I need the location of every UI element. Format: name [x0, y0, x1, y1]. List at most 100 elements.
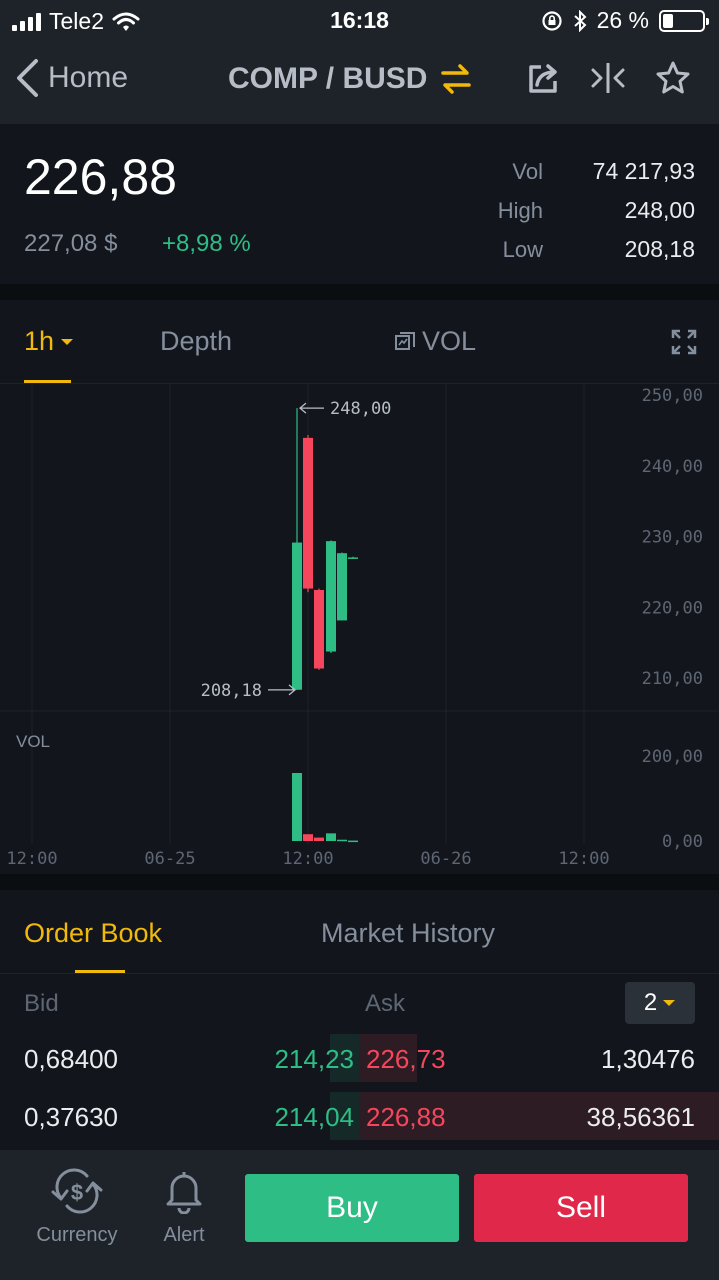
y-tick-label: 250,00: [642, 386, 703, 406]
x-tick-label: 06-25: [144, 849, 195, 869]
volume-bar: [337, 839, 347, 842]
volume-bar: [314, 837, 324, 841]
candlestick-chart[interactable]: 250,00 240,00 230,00 220,00 210,00 200,00 0,00…: [0, 384, 719, 874]
buy-button[interactable]: Buy: [245, 1174, 459, 1242]
ask-depth-bar: [359, 1092, 719, 1140]
tab-active-indicator: [24, 380, 71, 383]
caret-down-icon: [61, 338, 74, 345]
status-right: 26 %: [541, 7, 709, 34]
tab-market-history[interactable]: Market History: [321, 918, 496, 948]
tab-vol[interactable]: VOL: [394, 326, 476, 357]
volume-bar: [303, 834, 313, 841]
currency-exchange-icon: $: [51, 1168, 103, 1214]
svg-text:$: $: [71, 1180, 83, 1205]
depth-select[interactable]: 2: [625, 982, 695, 1024]
low-annotation: 208,18: [201, 681, 262, 701]
usd-price: 227,08 $: [24, 230, 118, 257]
fullscreen-icon[interactable]: [671, 329, 697, 355]
stat-vol: Vol 74 217,93: [463, 152, 695, 191]
stat-high: High 248,00: [463, 191, 695, 230]
ask-depth-bar: [359, 1034, 417, 1082]
alert-button[interactable]: Alert: [154, 1168, 214, 1247]
y-tick-label: 230,00: [642, 528, 703, 548]
bid-price: 214,04: [274, 1102, 354, 1132]
change-percent: +8,98 %: [162, 230, 251, 257]
signal-icon: [12, 12, 41, 31]
volume-bar: [292, 773, 302, 841]
y-tick-label: 210,00: [642, 669, 703, 689]
status-bar: Tele2 16:18 26 %: [0, 0, 719, 40]
x-tick-label: 06-26: [420, 849, 471, 869]
vol-tab-label: VOL: [422, 326, 477, 356]
ticker-stats: Vol 74 217,93 High 248,00 Low 208,18: [463, 152, 695, 269]
tab-order-book[interactable]: Order Book: [24, 918, 163, 948]
stat-low: Low 208,18: [463, 230, 695, 269]
pair-title[interactable]: COMP / BUSD: [228, 62, 473, 96]
order-book-tabs: Order Book Market History: [0, 890, 719, 974]
bottom-bar: $ Currency Alert Buy Sell: [0, 1150, 719, 1280]
pair-name: COMP / BUSD: [228, 62, 428, 95]
bid-price: 214,23: [274, 1044, 354, 1074]
back-chevron-icon: [17, 59, 38, 97]
low-label: Low: [502, 236, 543, 262]
section-divider: [0, 284, 719, 300]
section-divider: [0, 874, 719, 890]
candle-body: [326, 541, 336, 652]
depth-label: Depth: [160, 326, 233, 356]
share-icon[interactable]: [527, 61, 561, 95]
candle-body: [303, 437, 313, 589]
chart-tabs: 1h Depth VOL: [0, 300, 719, 384]
clock: 16:18: [330, 7, 389, 33]
indicator-icon: [395, 331, 415, 350]
y-tick-label: 240,00: [642, 457, 703, 477]
order-book-row[interactable]: 0,37630 214,04 226,88 38,56361: [0, 1092, 719, 1140]
high-value: 248,00: [624, 197, 695, 223]
ask-header: Ask: [365, 990, 406, 1017]
bid-quantity: 0,37630: [24, 1102, 118, 1132]
interval-label: 1h: [24, 326, 55, 356]
back-button[interactable]: Home: [14, 58, 128, 98]
x-tick-label: 12:00: [282, 849, 333, 869]
candle-body: [314, 589, 324, 669]
swap-icon[interactable]: [439, 62, 473, 96]
high-annotation: 248,00: [330, 399, 391, 419]
nav-actions: [527, 60, 691, 96]
star-icon[interactable]: [655, 60, 691, 96]
tab-interval[interactable]: 1h: [24, 326, 74, 357]
carrier-name: Tele2: [49, 8, 104, 34]
candle-body: [348, 557, 358, 559]
rotation-lock-icon: [541, 10, 562, 31]
bid-depth-bar: [330, 1034, 359, 1082]
order-book-row[interactable]: 0,68400 214,23 226,73 1,30476: [0, 1034, 719, 1082]
vol-label: VOL: [16, 732, 50, 751]
alert-label: Alert: [163, 1224, 205, 1246]
sell-button[interactable]: Sell: [474, 1174, 688, 1242]
low-arrow-head: [288, 684, 297, 696]
price-chart[interactable]: 250,00 240,00 230,00 220,00 210,00 200,00 0,00…: [0, 384, 719, 874]
back-label: Home: [48, 61, 129, 94]
nav-bar: Home COMP / BUSD: [0, 40, 719, 124]
vol-value: 74 217,93: [592, 158, 695, 184]
ask-price: 226,73: [366, 1044, 446, 1074]
carrier-info: Tele2: [12, 8, 140, 35]
vol-label: Vol: [512, 158, 543, 184]
caret-down-icon: [663, 1000, 676, 1006]
last-price: 226,88: [24, 149, 177, 205]
wifi-icon: [112, 12, 140, 31]
volume-bar: [326, 833, 336, 841]
bid-quantity: 0,68400: [24, 1044, 118, 1074]
bluetooth-icon: [573, 9, 587, 32]
bid-header: Bid: [24, 990, 59, 1017]
battery-icon: [659, 9, 709, 32]
vol-tick-label: 200,00: [642, 747, 703, 767]
ob-active-indicator: [75, 970, 125, 973]
x-tick-label: 12:00: [6, 849, 57, 869]
ask-quantity: 38,56361: [586, 1102, 695, 1132]
high-label: High: [497, 197, 543, 223]
high-arrow-head: [298, 402, 307, 414]
bell-icon: [166, 1172, 202, 1215]
currency-button[interactable]: $ Currency: [32, 1168, 122, 1247]
tab-depth[interactable]: Depth: [160, 326, 232, 357]
volume-bar: [348, 840, 358, 843]
compare-icon[interactable]: [591, 61, 625, 95]
